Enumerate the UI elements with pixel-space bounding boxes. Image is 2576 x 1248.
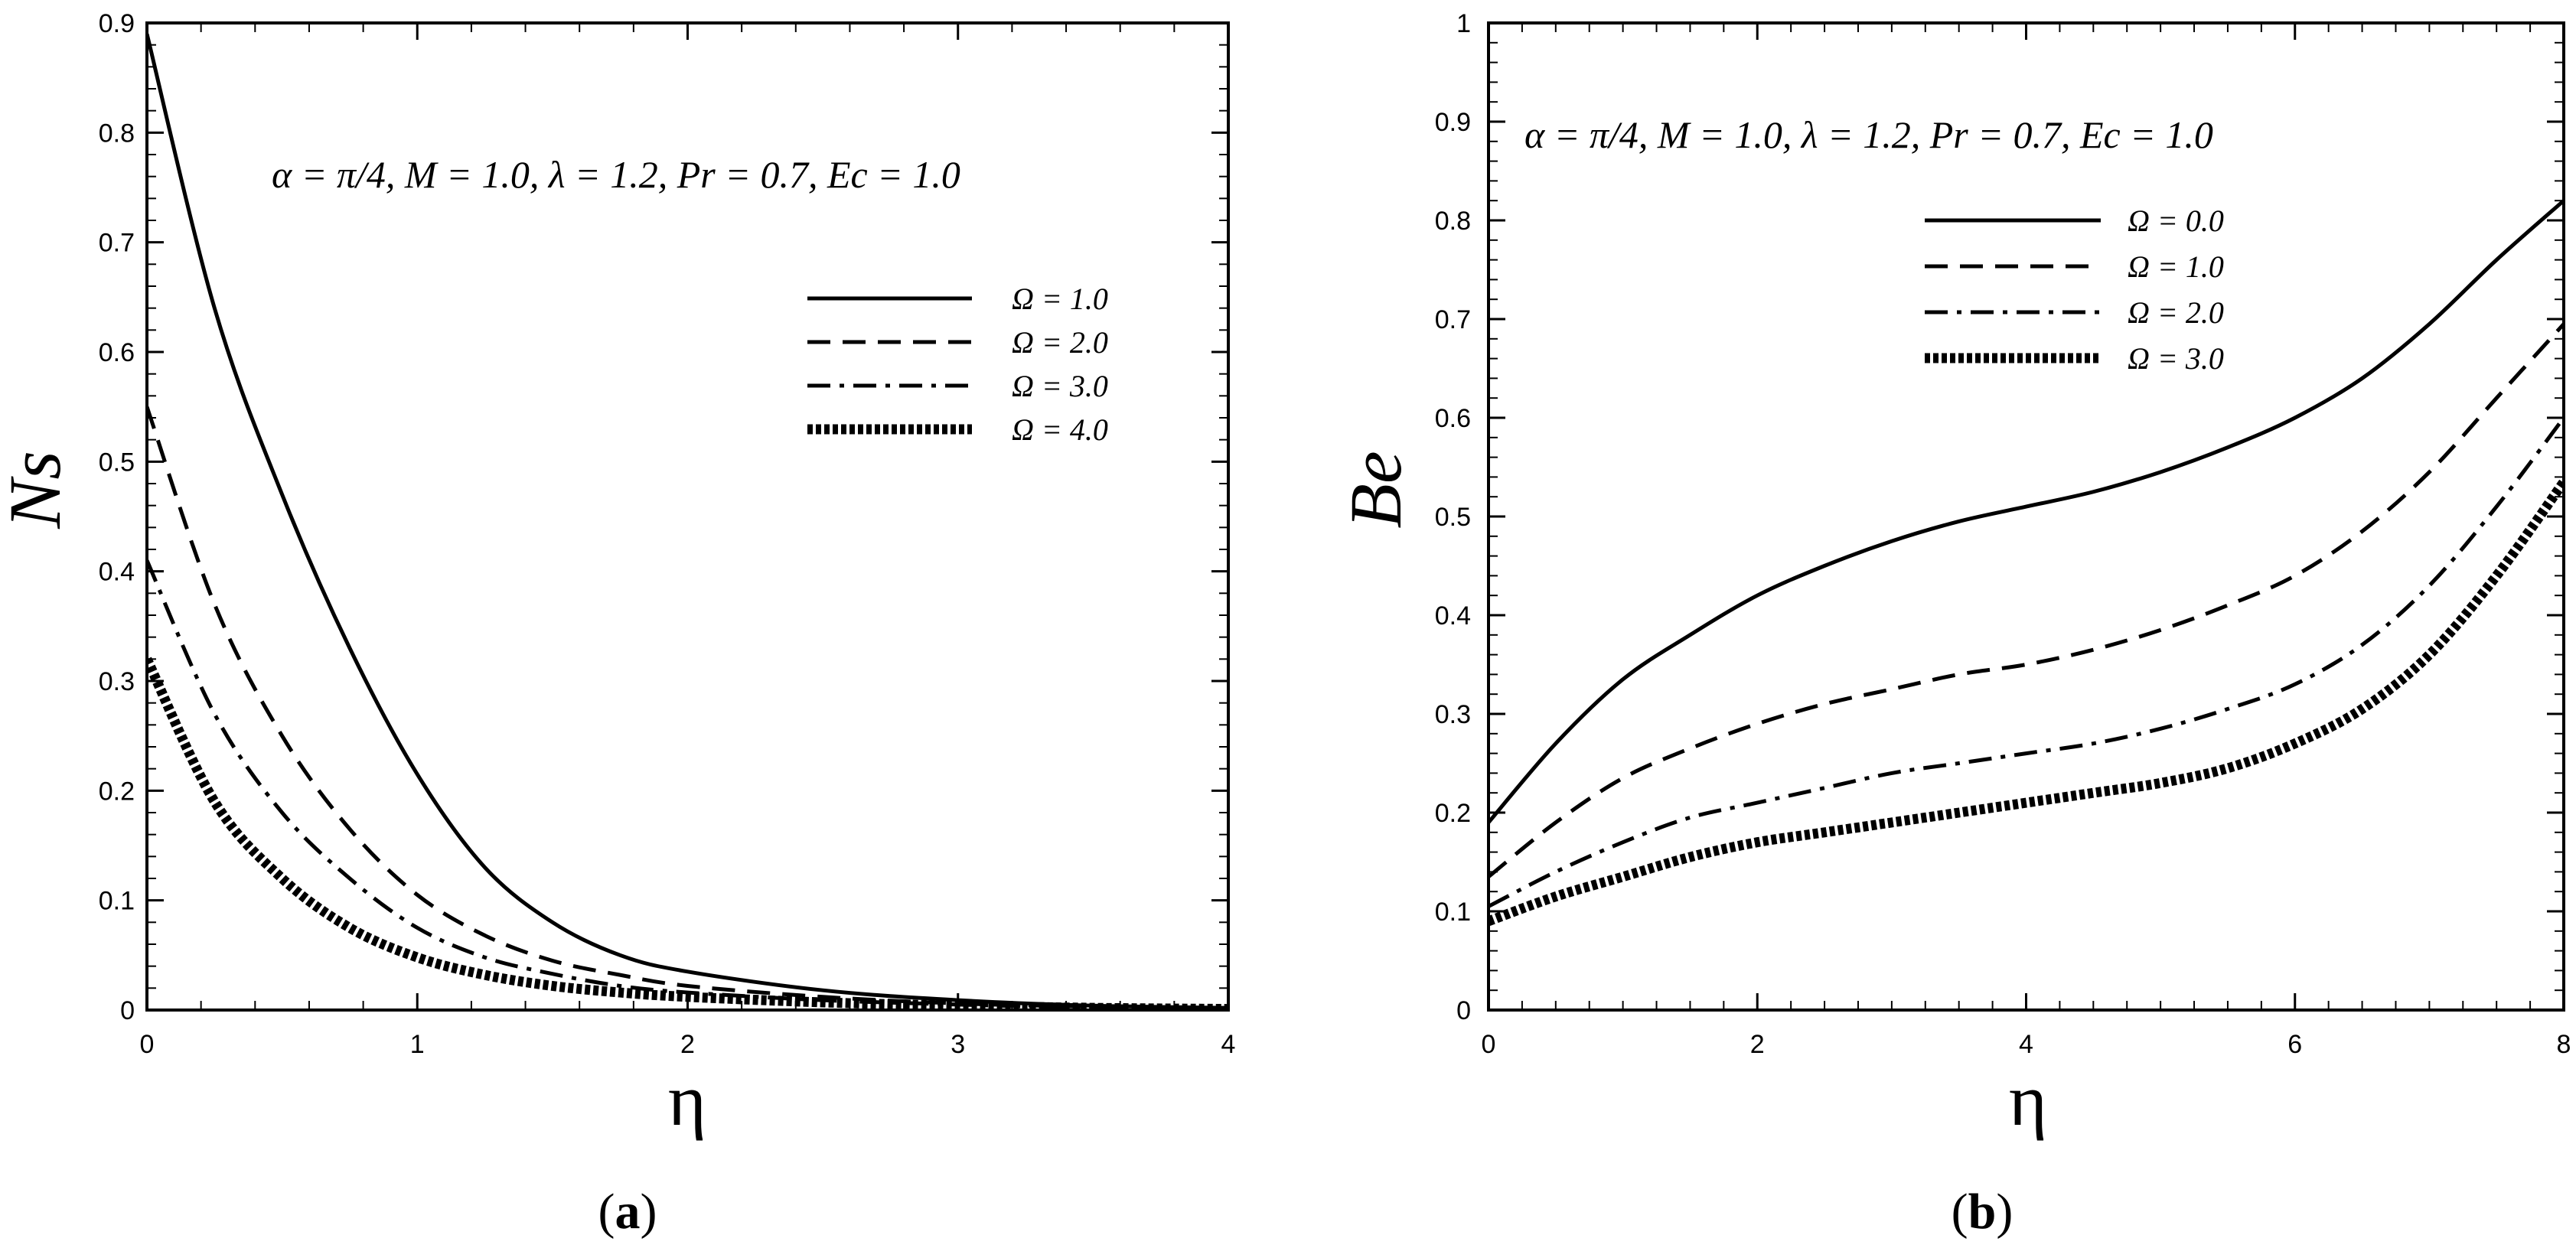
legend-label-3: Ω = 3.0 — [1012, 369, 1108, 403]
y-tick-label: 0.1 — [1435, 898, 1471, 927]
y-tick-label: 0.5 — [1435, 503, 1471, 532]
y-tick-label: 0.2 — [99, 777, 135, 806]
y-tick-label: 0.6 — [1435, 404, 1471, 433]
y-tick-label: 0.7 — [1435, 305, 1471, 334]
y-tick-label: 0 — [1456, 996, 1471, 1025]
y-tick-label: 0.8 — [1435, 207, 1471, 236]
caption-open-paren: ( — [1952, 1184, 1968, 1240]
series-line-1 — [1489, 199, 2564, 824]
x-tick-label: 3 — [951, 1030, 965, 1059]
parameter-annotation: α = π/4, M = 1.0, λ = 1.2, Pr = 0.7, Ec … — [272, 153, 960, 196]
parameter-annotation: α = π/4, M = 1.0, λ = 1.2, Pr = 0.7, Ec … — [1524, 113, 2213, 156]
x-tick-label: 2 — [680, 1030, 695, 1059]
legend-label-1: Ω = 1.0 — [1012, 282, 1108, 316]
series-line-2 — [147, 406, 1228, 1010]
legend-label-4: Ω = 3.0 — [2128, 341, 2224, 376]
y-tick-label: 0.9 — [1435, 108, 1471, 137]
y-axis-label: Be — [1335, 451, 1417, 528]
x-axis-label: η — [2009, 1059, 2047, 1141]
x-tick-label: 8 — [2557, 1030, 2571, 1059]
x-tick-label: 2 — [1750, 1030, 1765, 1059]
y-tick-label: 0.9 — [99, 9, 135, 38]
series-line-1 — [147, 33, 1228, 1010]
y-tick-label: 0.6 — [99, 338, 135, 367]
caption-close-paren: ) — [641, 1184, 657, 1240]
y-tick-label: 0.4 — [99, 558, 135, 587]
chart-panel-a: 0 0.1 0.2 0.3 0.4 0.5 0.6 0.7 0.8 0.9 0 1 2 3 4 Ω = 1.0… — [0, 9, 1235, 1240]
series-line-4 — [1489, 479, 2564, 927]
caption-open-paren: ( — [598, 1184, 615, 1240]
panel-caption: (b) — [1952, 1184, 2014, 1240]
y-tick-label: 0.4 — [1435, 601, 1471, 631]
y-tick-label: 0.2 — [1435, 799, 1471, 828]
x-tick-label: 0 — [1482, 1030, 1496, 1059]
y-tick-label: 0.1 — [99, 887, 135, 916]
x-axis-label: η — [668, 1059, 706, 1141]
caption-letter: b — [1968, 1184, 1997, 1240]
y-tick-label: 0.3 — [1435, 700, 1471, 729]
legend-label-3: Ω = 2.0 — [2128, 295, 2224, 330]
caption-close-paren: ) — [1996, 1184, 2013, 1240]
caption-letter: a — [615, 1184, 641, 1240]
panel-caption: (a) — [598, 1184, 657, 1240]
y-tick-label: 0.8 — [99, 119, 135, 148]
plot-frame — [1487, 21, 2565, 1012]
y-tick-label: 1 — [1456, 9, 1471, 38]
y-tick-label: 0 — [120, 996, 135, 1025]
chart-panel-b: 0 0.1 0.2 0.3 0.4 0.5 0.6 0.7 0.8 0.9 1 0 2 4 6 8 Ω = 0.… — [1335, 9, 2571, 1240]
series-line-3 — [147, 559, 1228, 1010]
y-axis-label: Ns — [0, 451, 76, 529]
x-tick-label: 1 — [410, 1030, 425, 1059]
y-tick-label: 0.3 — [99, 667, 135, 696]
x-tick-label: 6 — [2287, 1030, 2302, 1059]
x-tick-label: 0 — [140, 1030, 155, 1059]
series-line-2 — [1489, 322, 2564, 878]
series-line-3 — [1489, 416, 2564, 908]
legend-label-1: Ω = 0.0 — [2128, 204, 2224, 238]
x-tick-label: 4 — [1221, 1030, 1236, 1059]
legend-label-2: Ω = 2.0 — [1012, 325, 1108, 360]
y-tick-label: 0.7 — [99, 229, 135, 258]
y-tick-label: 0.5 — [99, 448, 135, 477]
legend-label-4: Ω = 4.0 — [1012, 412, 1108, 447]
legend-label-2: Ω = 1.0 — [2128, 249, 2224, 284]
series-line-4 — [147, 657, 1228, 1010]
x-tick-label: 4 — [2019, 1030, 2033, 1059]
